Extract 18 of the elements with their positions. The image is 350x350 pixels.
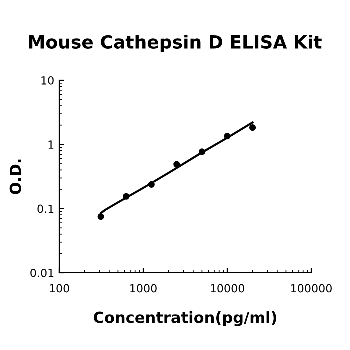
point [198, 148, 206, 156]
point [224, 133, 231, 140]
x-tick-label: 1000 [130, 284, 157, 293]
x-tick-label: 100000 [292, 284, 332, 293]
point [174, 161, 180, 168]
x-tick-label: 100 [50, 284, 70, 293]
point [123, 193, 130, 200]
point [148, 181, 155, 188]
point [98, 214, 104, 220]
y-tick-label: 0.1 [38, 204, 54, 214]
chart-title: Mouse Cathepsin D ELISA Kit [29, 35, 322, 52]
point [249, 124, 256, 132]
y-tick-label: 1 [48, 140, 54, 149]
y-axis-title: O.D. [10, 160, 22, 194]
y-tick-label: 0.01 [30, 268, 54, 278]
y-tick-label: 10 [42, 76, 54, 85]
x-axis-title: Concentration(pg/ml) [94, 312, 276, 326]
x-tick-label: 10000 [211, 284, 244, 293]
